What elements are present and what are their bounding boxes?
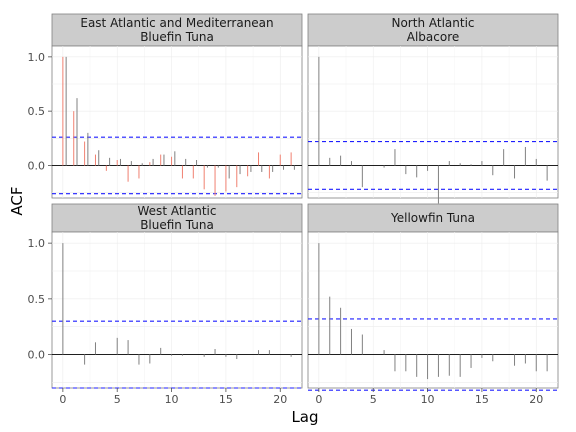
panel-title-line2: Bluefin Tuna xyxy=(140,30,214,44)
y-tick-label: 1.0 xyxy=(28,51,46,64)
panel-background xyxy=(51,45,303,199)
panel-strip xyxy=(51,13,303,47)
panel-4: Yellowfin Tuna 0 5 10 15 20 xyxy=(307,203,559,406)
x-axis-title: Lag xyxy=(291,408,318,426)
panel-title-line1: North Atlantic xyxy=(391,16,474,30)
x-tick-label: 20 xyxy=(529,393,543,406)
panel-title-line1: Yellowfin Tuna xyxy=(390,211,475,225)
x-tick-label: 15 xyxy=(219,393,233,406)
panel-title-line1: West Atlantic xyxy=(138,204,217,218)
x-tick-label: 20 xyxy=(273,393,287,406)
panel-background xyxy=(307,45,559,199)
x-tick-label: 0 xyxy=(59,393,66,406)
y-tick-label: 0.0 xyxy=(28,349,46,362)
panel-background xyxy=(307,231,559,389)
panel-title-line1: East Atlantic and Mediterranean xyxy=(80,16,273,30)
panel-background xyxy=(51,231,303,389)
y-tick-label: 0.5 xyxy=(28,293,46,306)
y-tick-label: 1.0 xyxy=(28,237,46,250)
y-tick-label: 0.0 xyxy=(28,159,46,172)
panel-strip xyxy=(307,13,559,47)
x-tick-label: 5 xyxy=(114,393,121,406)
x-tick-label: 0 xyxy=(315,393,322,406)
x-tick-label: 10 xyxy=(165,393,179,406)
y-tick-label: 0.5 xyxy=(28,105,46,118)
panel-title-line2: Bluefin Tuna xyxy=(140,218,214,232)
x-tick-label: 15 xyxy=(475,393,489,406)
panel-strip xyxy=(51,203,303,233)
x-tick-label: 5 xyxy=(370,393,377,406)
x-tick-label: 10 xyxy=(421,393,435,406)
y-axis-title: ACF xyxy=(8,186,26,215)
panel-title-line2: Albacore xyxy=(407,30,460,44)
